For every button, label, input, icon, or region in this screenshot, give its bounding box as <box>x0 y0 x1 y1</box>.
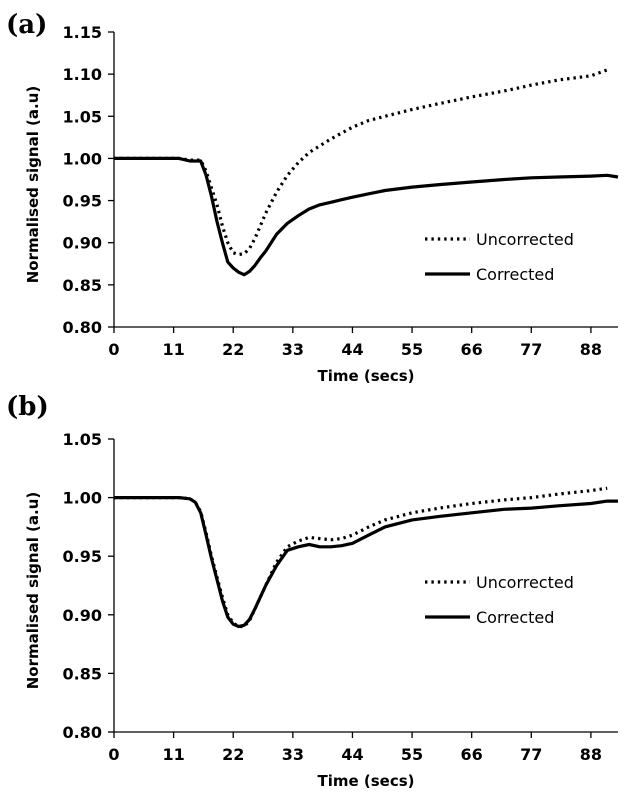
x-tick-label: 88 <box>580 745 602 764</box>
x-tick-label: 33 <box>282 340 304 359</box>
x-tick-label: 11 <box>162 340 184 359</box>
series-line-uncorrected <box>114 68 608 257</box>
x-tick-label: 88 <box>580 340 602 359</box>
legend-label-corrected: Corrected <box>476 608 554 627</box>
x-tick-label: 66 <box>461 340 483 359</box>
y-tick-label: 1.00 <box>63 149 102 168</box>
x-tick-label: 44 <box>341 745 363 764</box>
y-tick-label: 0.80 <box>63 318 102 337</box>
x-tick-label: 77 <box>520 745 542 764</box>
x-tick-label: 55 <box>401 745 423 764</box>
x-tick-label: 0 <box>108 745 119 764</box>
chart-panel-a: (a) 0.80 0.85 0.90 0.95 1.00 1.05 1.10 1.15 0 11 22… <box>6 10 619 385</box>
y-tick-label: 1.00 <box>63 489 102 508</box>
legend-label-uncorrected: Uncorrected <box>476 573 574 592</box>
y-tick-label: 1.05 <box>63 107 102 126</box>
y-tick-label: 1.10 <box>63 65 102 84</box>
x-tick-label: 44 <box>341 340 363 359</box>
x-tick-label: 55 <box>401 340 423 359</box>
y-axis-title: Normalised signal (a.u) <box>24 86 42 284</box>
y-tick-label: 0.85 <box>63 276 102 295</box>
y-tick-label: 0.95 <box>63 547 102 566</box>
y-tick-label: 0.95 <box>63 192 102 211</box>
series-line-corrected <box>114 496 618 629</box>
series-line-corrected <box>114 156 619 277</box>
panel-label: (a) <box>6 10 47 40</box>
y-tick-label: 0.90 <box>63 606 102 625</box>
x-tick-label: 22 <box>222 745 244 764</box>
y-tick-label: 1.15 <box>63 23 102 42</box>
legend-label-corrected: Corrected <box>476 265 554 284</box>
x-tick-label: 66 <box>461 745 483 764</box>
x-axis-title: Time (secs) <box>317 367 414 385</box>
chart-panel-b: (b) 0.80 0.85 0.90 0.95 1.00 1.05 0 11 22 33 44 55 66… <box>6 392 618 790</box>
y-axis-title: Normalised signal (a.u) <box>24 492 42 690</box>
x-axis-title: Time (secs) <box>317 772 414 790</box>
y-tick-label: 0.90 <box>63 234 102 253</box>
x-tick-label: 22 <box>222 340 244 359</box>
x-tick-label: 0 <box>108 340 119 359</box>
x-tick-label: 77 <box>520 340 542 359</box>
panel-label: (b) <box>6 392 49 422</box>
x-tick-label: 33 <box>282 745 304 764</box>
legend-label-uncorrected: Uncorrected <box>476 230 574 249</box>
x-tick-label: 11 <box>162 745 184 764</box>
y-tick-label: 0.85 <box>63 664 102 683</box>
y-tick-label: 1.05 <box>63 430 102 449</box>
y-tick-label: 0.80 <box>63 723 102 742</box>
